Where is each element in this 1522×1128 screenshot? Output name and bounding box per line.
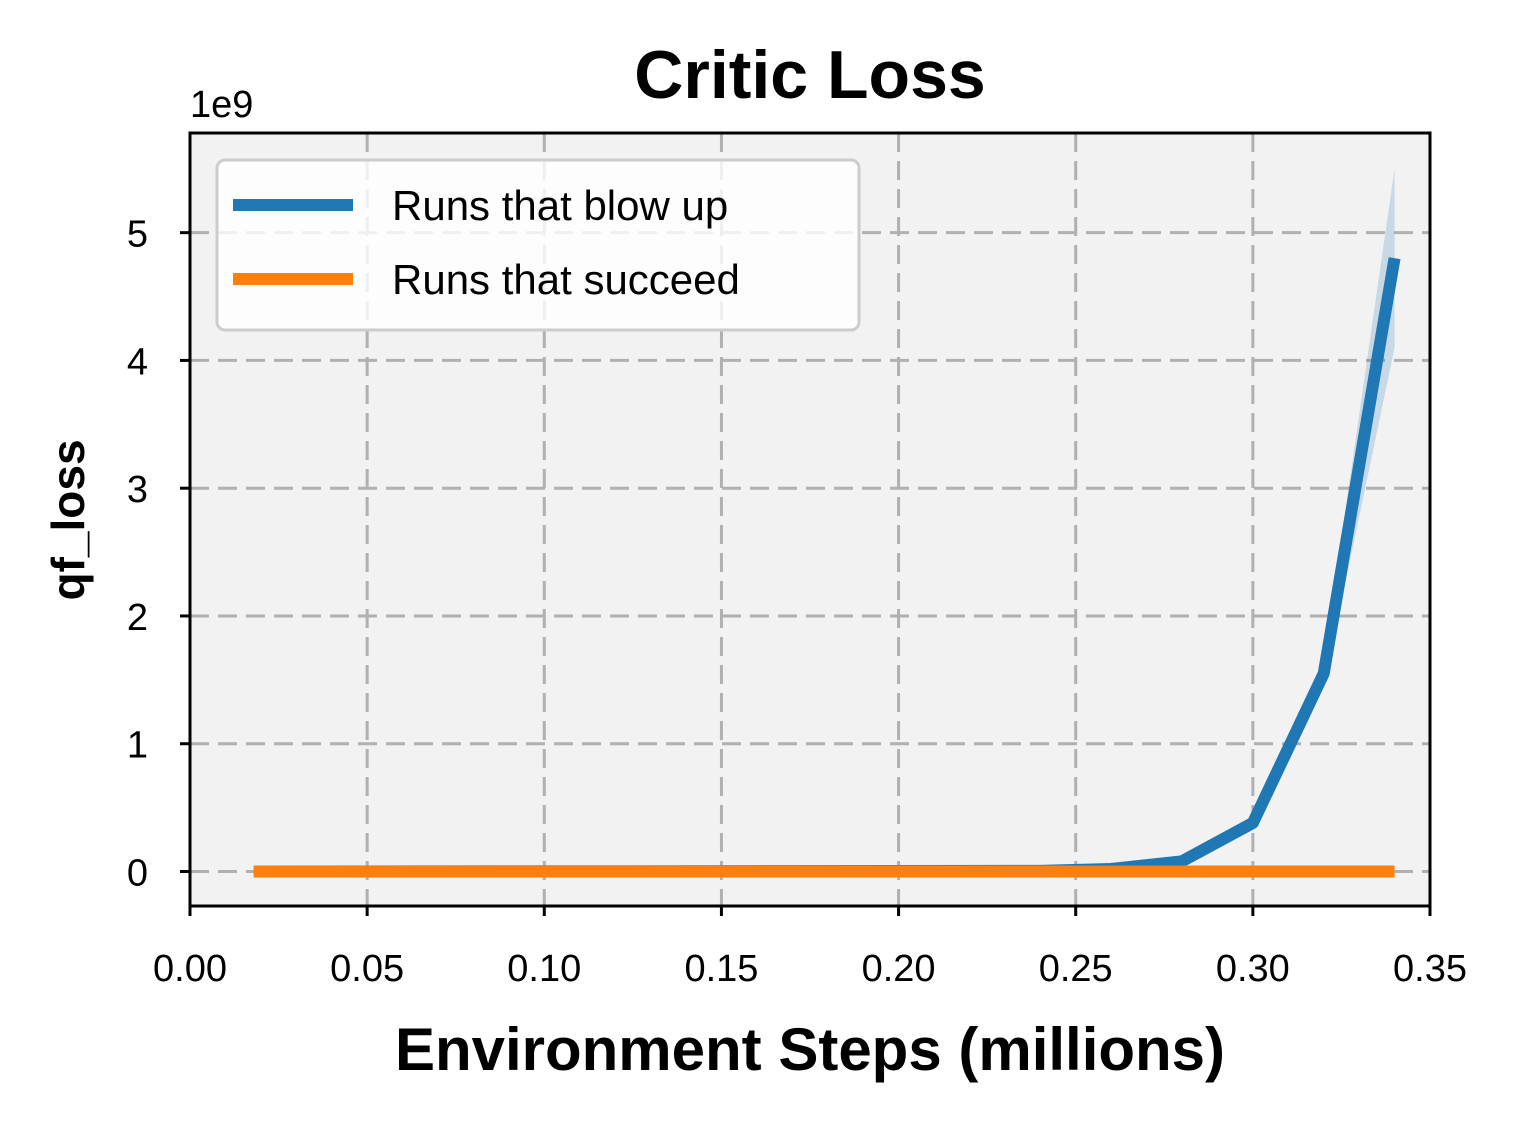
x-tick-label: 0.25: [1039, 948, 1113, 990]
x-tick-label: 0.10: [507, 948, 581, 990]
x-axis-label: Environment Steps (millions): [395, 1016, 1225, 1083]
y-offset-label: 1e9: [190, 84, 253, 126]
y-tick-label: 3: [127, 469, 148, 511]
x-tick-label: 0.35: [1393, 948, 1467, 990]
plot-frame: [188, 131, 1432, 908]
x-tick-label: 0.30: [1216, 948, 1290, 990]
legend-box: [215, 158, 861, 332]
legend: Runs that blow up Runs that succeed: [215, 158, 861, 332]
y-tick-label: 1: [127, 725, 148, 767]
chart-title: Critic Loss: [634, 37, 985, 113]
y-tick-label: 5: [127, 214, 148, 256]
y-tick-label: 4: [127, 341, 148, 383]
x-tick-label: 0.15: [684, 948, 758, 990]
series-lines: [253, 257, 1401, 878]
legend-label: Runs that blow up: [392, 182, 728, 229]
x-tick-label: 0.00: [153, 948, 227, 990]
y-tick-label: 0: [127, 853, 148, 895]
x-axis: 0.00 0.05 0.10 0.15 0.20 0.25 0.30 0.35: [153, 906, 1467, 990]
x-tick-label: 0.20: [862, 948, 936, 990]
y-tick-label: 2: [127, 597, 148, 639]
y-axis-label: qf_loss: [42, 439, 94, 600]
x-tick-label: 0.05: [330, 948, 404, 990]
y-axis: 0 1 2 3 4 5: [127, 214, 190, 895]
legend-label: Runs that succeed: [392, 256, 740, 303]
